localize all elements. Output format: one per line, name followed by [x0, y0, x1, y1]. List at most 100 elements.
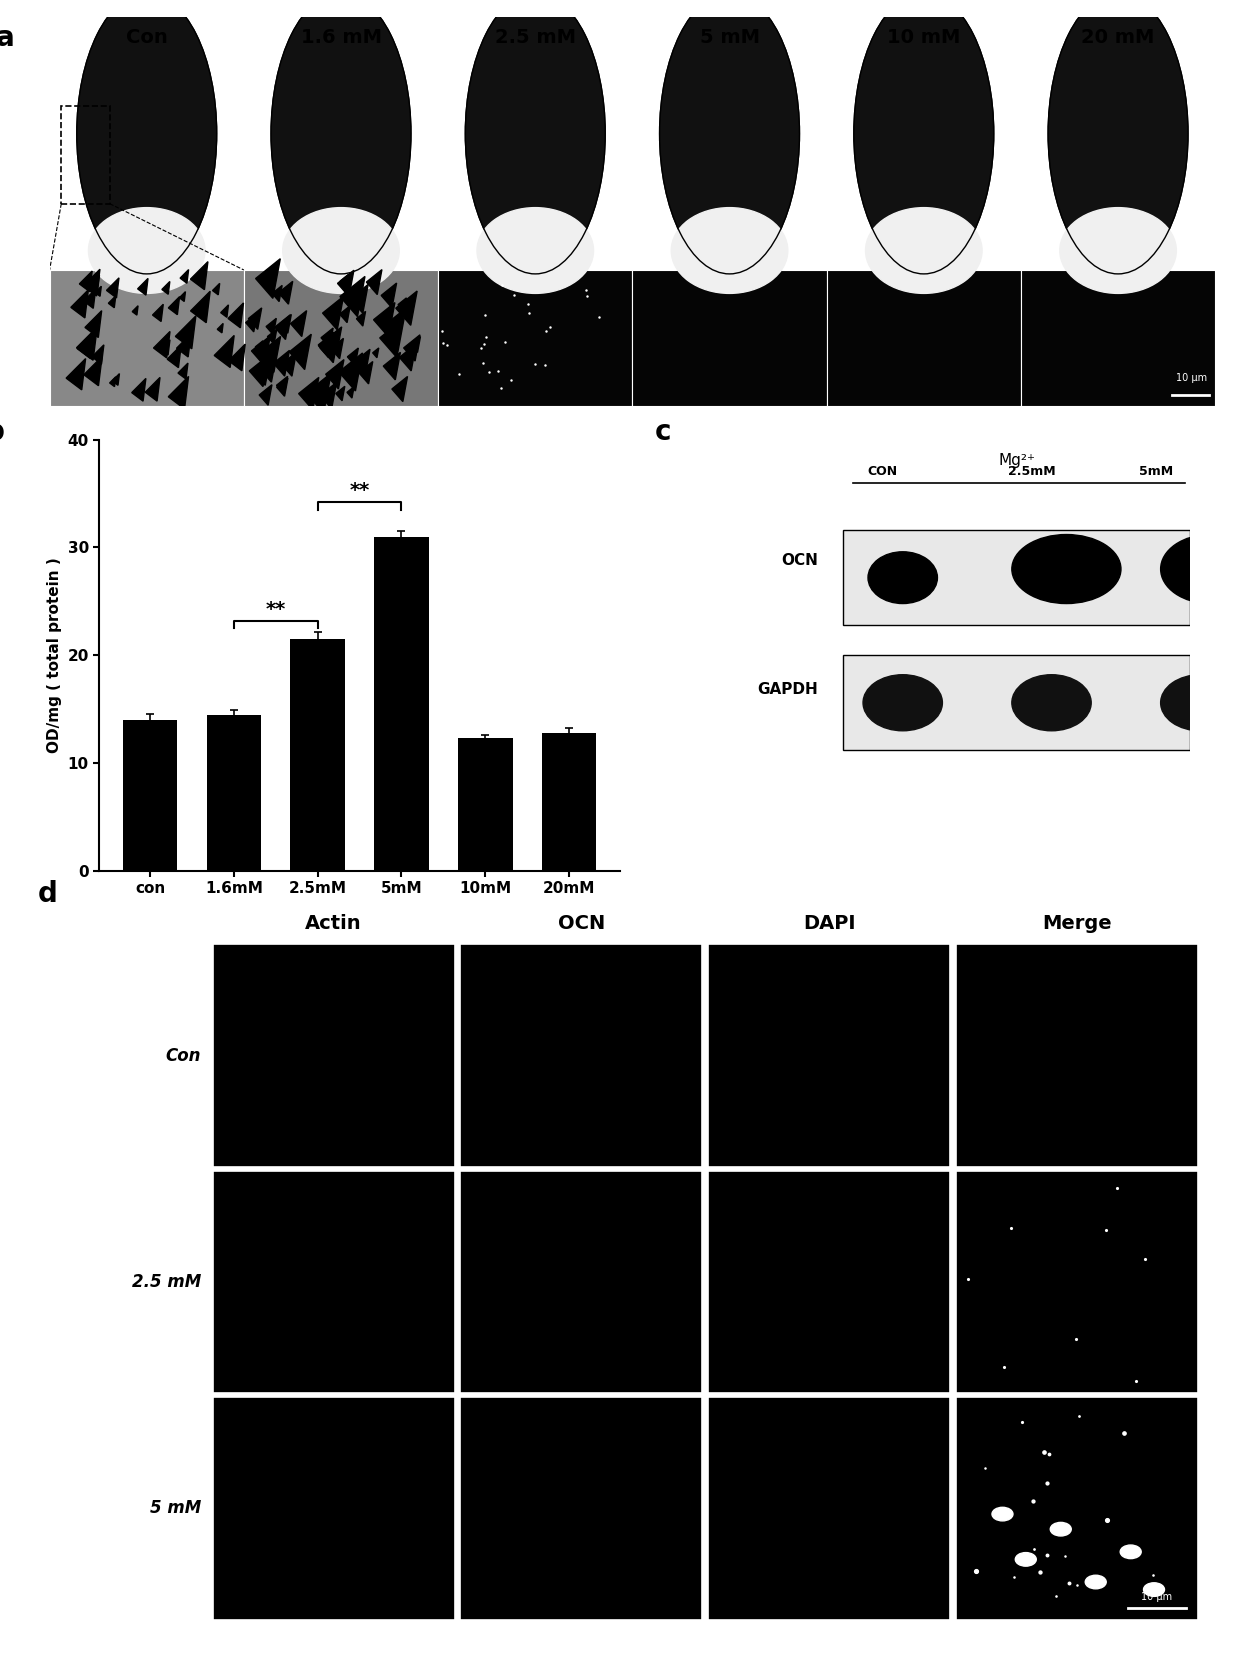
- Polygon shape: [249, 355, 269, 387]
- Polygon shape: [340, 275, 348, 287]
- Polygon shape: [347, 387, 355, 398]
- Polygon shape: [329, 327, 342, 348]
- Polygon shape: [83, 289, 95, 309]
- Text: d: d: [38, 879, 58, 907]
- Polygon shape: [153, 304, 164, 322]
- Text: OCN: OCN: [781, 552, 818, 567]
- Bar: [843, 531, 1190, 625]
- Text: 5 mM: 5 mM: [150, 1500, 201, 1518]
- Ellipse shape: [1143, 1583, 1164, 1596]
- Polygon shape: [154, 332, 170, 358]
- Polygon shape: [267, 319, 277, 335]
- Text: DAPI: DAPI: [802, 914, 856, 932]
- Polygon shape: [299, 377, 319, 410]
- Polygon shape: [259, 385, 272, 405]
- Polygon shape: [322, 297, 343, 330]
- Polygon shape: [326, 360, 343, 388]
- Polygon shape: [84, 357, 102, 385]
- Text: **: **: [265, 599, 286, 619]
- Polygon shape: [248, 309, 262, 330]
- Polygon shape: [246, 314, 257, 332]
- Polygon shape: [379, 319, 404, 357]
- Polygon shape: [258, 337, 280, 372]
- Text: c: c: [655, 418, 671, 446]
- Polygon shape: [319, 328, 340, 363]
- Polygon shape: [398, 299, 407, 312]
- Polygon shape: [133, 305, 138, 315]
- Polygon shape: [191, 262, 208, 290]
- Circle shape: [77, 0, 217, 274]
- Bar: [123, 720, 177, 871]
- Text: 5 mM: 5 mM: [699, 28, 760, 48]
- Polygon shape: [410, 337, 420, 352]
- Text: b: b: [0, 418, 5, 446]
- Text: Con: Con: [125, 28, 167, 48]
- Polygon shape: [191, 292, 210, 324]
- Polygon shape: [337, 270, 353, 297]
- Polygon shape: [373, 302, 394, 337]
- Circle shape: [854, 0, 993, 274]
- Bar: [290, 639, 345, 871]
- Ellipse shape: [1050, 1523, 1071, 1536]
- Polygon shape: [180, 292, 186, 302]
- Bar: [827, 270, 1021, 406]
- Ellipse shape: [1161, 675, 1240, 730]
- Bar: [50, 270, 244, 406]
- Bar: [207, 715, 262, 871]
- Bar: [708, 944, 950, 1166]
- Polygon shape: [77, 327, 97, 360]
- Text: 10 μm: 10 μm: [1141, 1593, 1173, 1603]
- Polygon shape: [255, 259, 280, 299]
- Polygon shape: [176, 333, 191, 357]
- Text: a: a: [0, 25, 15, 53]
- Polygon shape: [228, 343, 246, 370]
- Polygon shape: [381, 284, 397, 309]
- Polygon shape: [352, 350, 370, 378]
- Polygon shape: [83, 269, 100, 295]
- Polygon shape: [221, 305, 228, 317]
- Text: Mg²⁺: Mg²⁺: [998, 453, 1035, 468]
- Polygon shape: [169, 297, 180, 315]
- Polygon shape: [180, 270, 188, 284]
- Polygon shape: [279, 282, 293, 304]
- Bar: [244, 270, 438, 406]
- Polygon shape: [277, 378, 288, 397]
- Polygon shape: [289, 333, 311, 370]
- Bar: [843, 655, 1190, 750]
- Polygon shape: [228, 304, 243, 328]
- Ellipse shape: [1060, 207, 1177, 294]
- Bar: [460, 1171, 702, 1394]
- Bar: [374, 538, 429, 871]
- Text: Con: Con: [166, 1047, 201, 1065]
- Polygon shape: [340, 305, 350, 322]
- Polygon shape: [145, 377, 160, 401]
- Circle shape: [1048, 0, 1188, 274]
- Polygon shape: [108, 295, 115, 307]
- Text: 20 mM: 20 mM: [1081, 28, 1154, 48]
- Polygon shape: [169, 377, 188, 410]
- Circle shape: [272, 0, 410, 274]
- Polygon shape: [272, 285, 283, 302]
- Polygon shape: [356, 312, 366, 327]
- Polygon shape: [321, 328, 334, 347]
- Text: 10 mM: 10 mM: [887, 28, 961, 48]
- Polygon shape: [320, 338, 332, 358]
- Polygon shape: [275, 315, 290, 340]
- Ellipse shape: [671, 207, 787, 294]
- Text: 2.5 mM: 2.5 mM: [495, 28, 575, 48]
- Ellipse shape: [868, 552, 937, 604]
- Polygon shape: [366, 270, 382, 295]
- Polygon shape: [306, 373, 331, 413]
- Polygon shape: [396, 290, 417, 325]
- Ellipse shape: [283, 207, 399, 294]
- Polygon shape: [160, 340, 170, 355]
- Text: OCN: OCN: [558, 914, 605, 932]
- Polygon shape: [175, 315, 196, 348]
- Polygon shape: [252, 335, 270, 367]
- Text: 1.6 mM: 1.6 mM: [300, 28, 382, 48]
- Polygon shape: [79, 270, 92, 292]
- Polygon shape: [71, 290, 88, 319]
- Ellipse shape: [992, 1508, 1013, 1521]
- Polygon shape: [86, 310, 102, 337]
- Polygon shape: [131, 378, 146, 401]
